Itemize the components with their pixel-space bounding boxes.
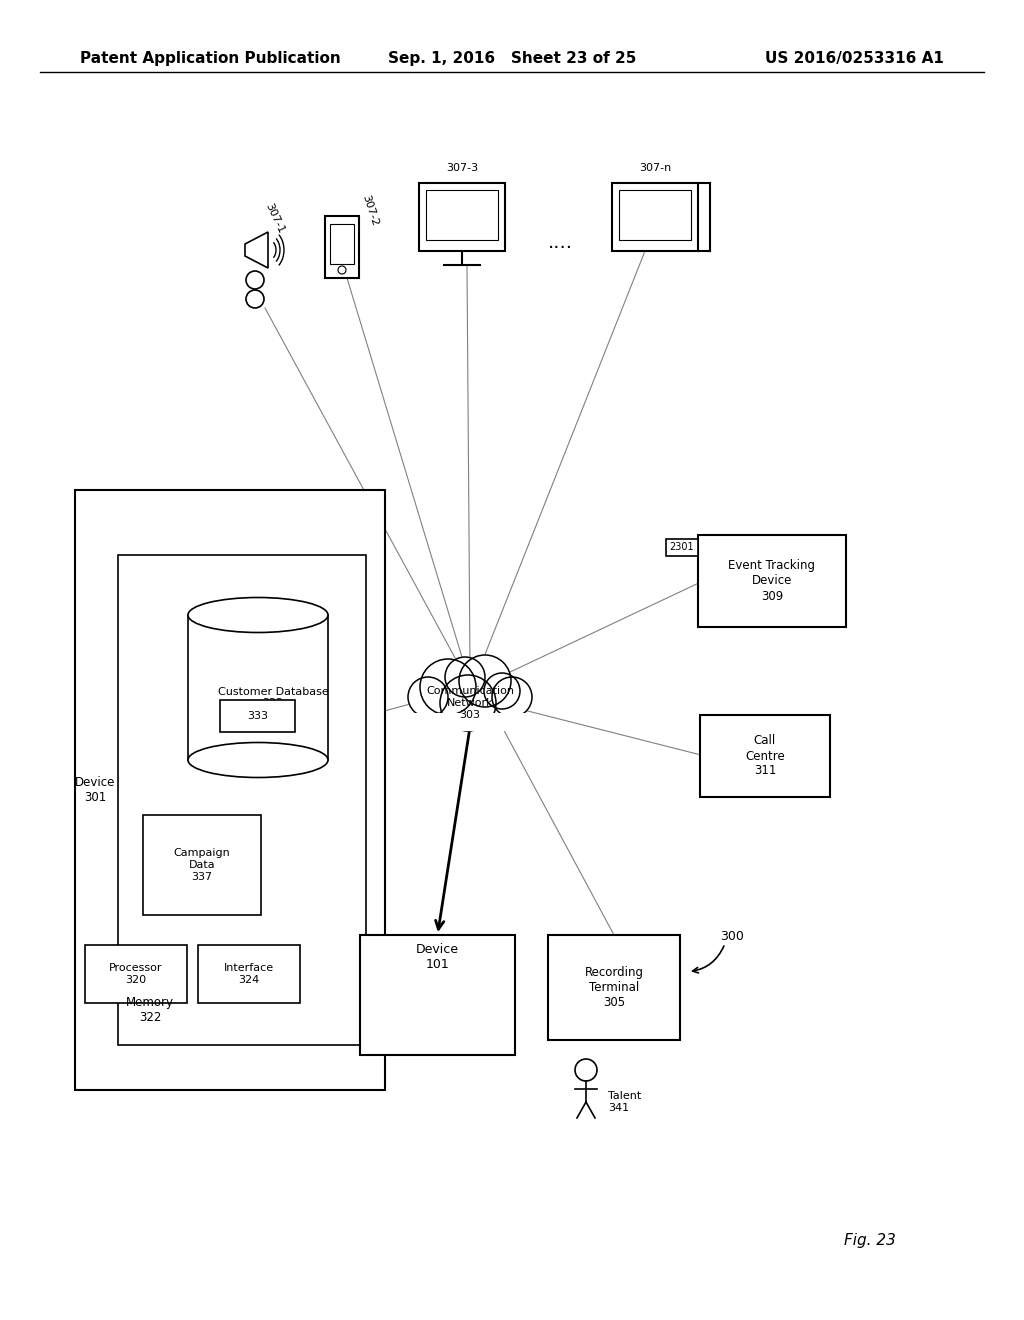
FancyBboxPatch shape [118,554,366,1045]
Text: Patent Application Publication: Patent Application Publication [80,50,341,66]
Text: 307-2: 307-2 [360,193,380,227]
Text: Device
101: Device 101 [416,942,459,972]
FancyBboxPatch shape [419,183,505,251]
FancyBboxPatch shape [666,539,698,556]
Text: Talent
341: Talent 341 [608,1092,641,1113]
Text: 333: 333 [247,711,268,721]
FancyBboxPatch shape [85,945,187,1003]
Text: ....: .... [548,234,572,252]
Circle shape [246,290,264,308]
FancyBboxPatch shape [612,183,698,251]
FancyBboxPatch shape [198,945,300,1003]
Circle shape [445,657,485,697]
FancyBboxPatch shape [220,700,295,733]
Circle shape [246,271,264,289]
FancyBboxPatch shape [325,216,359,279]
Text: 2301: 2301 [670,543,694,553]
Text: Fig. 23: Fig. 23 [844,1233,896,1247]
Text: Call
Centre
311: Call Centre 311 [745,734,784,777]
Text: 307-1: 307-1 [264,202,287,235]
Text: Customer Database
332: Customer Database 332 [218,686,329,709]
Text: Recording
Terminal
305: Recording Terminal 305 [585,966,643,1008]
Ellipse shape [188,742,328,777]
Circle shape [484,673,520,709]
Circle shape [459,655,511,708]
Text: Communication
Network
303: Communication Network 303 [426,686,514,719]
FancyBboxPatch shape [330,224,354,264]
Circle shape [338,267,346,275]
Text: Event Tracking
Device
309: Event Tracking Device 309 [728,560,815,602]
Text: Processor
320: Processor 320 [110,964,163,985]
Ellipse shape [188,598,328,632]
FancyBboxPatch shape [426,190,498,240]
Text: Campaign
Data
337: Campaign Data 337 [174,849,230,882]
Text: Interface
324: Interface 324 [224,964,274,985]
FancyBboxPatch shape [360,935,515,1055]
Circle shape [408,677,449,717]
FancyBboxPatch shape [548,935,680,1040]
FancyBboxPatch shape [700,715,830,797]
Text: 307-n: 307-n [639,162,671,173]
FancyBboxPatch shape [698,535,846,627]
FancyBboxPatch shape [75,490,385,1090]
Circle shape [492,677,532,717]
Text: 307-3: 307-3 [445,162,478,173]
Circle shape [420,659,476,715]
Circle shape [440,675,496,731]
Text: 300: 300 [720,931,744,944]
Text: Sep. 1, 2016   Sheet 23 of 25: Sep. 1, 2016 Sheet 23 of 25 [388,50,636,66]
FancyBboxPatch shape [143,814,261,915]
Text: Device
301: Device 301 [75,776,115,804]
FancyBboxPatch shape [412,713,528,731]
FancyBboxPatch shape [188,615,328,760]
FancyBboxPatch shape [618,190,691,240]
Text: US 2016/0253316 A1: US 2016/0253316 A1 [765,50,944,66]
Text: Memory
322: Memory 322 [126,997,174,1024]
